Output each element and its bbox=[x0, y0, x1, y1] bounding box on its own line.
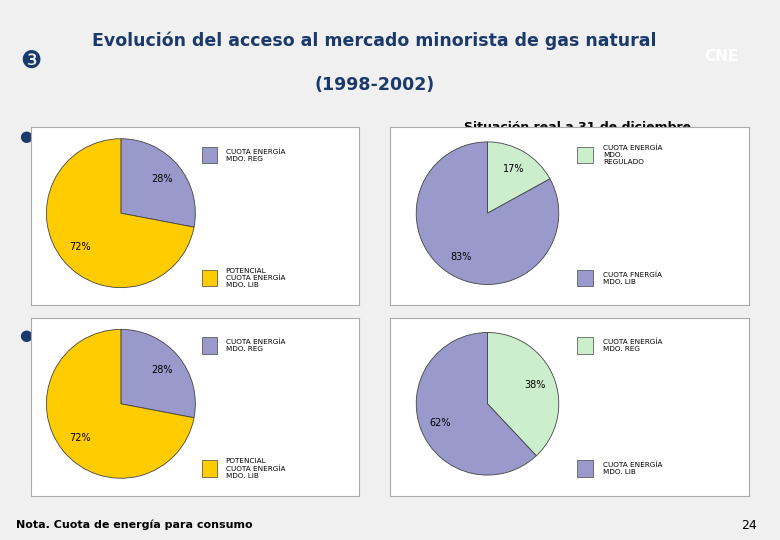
FancyBboxPatch shape bbox=[576, 338, 593, 354]
Wedge shape bbox=[417, 142, 558, 285]
FancyBboxPatch shape bbox=[201, 338, 217, 354]
Text: 38%: 38% bbox=[524, 380, 546, 390]
Text: CUOTA ENERGÍA
MDO. REG: CUOTA ENERGÍA MDO. REG bbox=[225, 148, 285, 161]
Text: ●: ● bbox=[20, 328, 33, 343]
Text: CUOTA FNERGÍA
MDO. LIB: CUOTA FNERGÍA MDO. LIB bbox=[603, 271, 662, 285]
Text: POTENCIAL
CUOTA ENERGÍA
MDO. LIB: POTENCIAL CUOTA ENERGÍA MDO. LIB bbox=[225, 458, 285, 479]
Text: 83%: 83% bbox=[451, 252, 472, 262]
Text: 17%: 17% bbox=[503, 164, 524, 174]
Text: 62%: 62% bbox=[429, 418, 451, 428]
FancyBboxPatch shape bbox=[576, 147, 593, 163]
Text: ❸: ❸ bbox=[20, 49, 42, 73]
Text: Nota. Cuota de energía para consumo: Nota. Cuota de energía para consumo bbox=[16, 520, 252, 530]
Wedge shape bbox=[47, 139, 194, 288]
FancyBboxPatch shape bbox=[201, 147, 217, 163]
Text: 24: 24 bbox=[741, 518, 757, 532]
Text: ●: ● bbox=[20, 129, 33, 144]
Text: CUOTA ENERGÍA
MDO. REG: CUOTA ENERGÍA MDO. REG bbox=[225, 339, 285, 352]
Text: 72%: 72% bbox=[69, 433, 90, 443]
Text: CUOTA ENERGÍA
MDO.
REGULADO: CUOTA ENERGÍA MDO. REGULADO bbox=[603, 145, 662, 165]
Text: 2000: 2000 bbox=[51, 129, 94, 144]
Text: CNE: CNE bbox=[704, 49, 738, 64]
Text: 72%: 72% bbox=[69, 242, 90, 252]
Wedge shape bbox=[47, 329, 194, 478]
Wedge shape bbox=[488, 142, 550, 213]
Wedge shape bbox=[417, 333, 537, 475]
Wedge shape bbox=[121, 139, 195, 227]
FancyBboxPatch shape bbox=[576, 460, 593, 477]
Text: Evolución del acceso al mercado minorista de gas natural: Evolución del acceso al mercado minorist… bbox=[92, 31, 657, 50]
Text: CUOTA ENERGÍA
MDO. LIB: CUOTA ENERGÍA MDO. LIB bbox=[603, 462, 662, 475]
Wedge shape bbox=[488, 333, 558, 456]
Text: Situación real a 31 de diciembre: Situación real a 31 de diciembre bbox=[463, 120, 691, 134]
FancyBboxPatch shape bbox=[201, 460, 217, 477]
Text: (1998-2002): (1998-2002) bbox=[314, 76, 434, 93]
Text: 2001: 2001 bbox=[51, 328, 93, 343]
Text: CUOTA ENERGÍA
MDO. REG: CUOTA ENERGÍA MDO. REG bbox=[603, 339, 662, 352]
Wedge shape bbox=[121, 329, 195, 418]
FancyBboxPatch shape bbox=[201, 269, 217, 286]
Text: 28%: 28% bbox=[151, 174, 173, 184]
Text: POTENCIAL
CUOTA ENERGÍA
MDO. LIB: POTENCIAL CUOTA ENERGÍA MDO. LIB bbox=[225, 268, 285, 288]
Text: 28%: 28% bbox=[151, 364, 173, 375]
FancyBboxPatch shape bbox=[576, 269, 593, 286]
